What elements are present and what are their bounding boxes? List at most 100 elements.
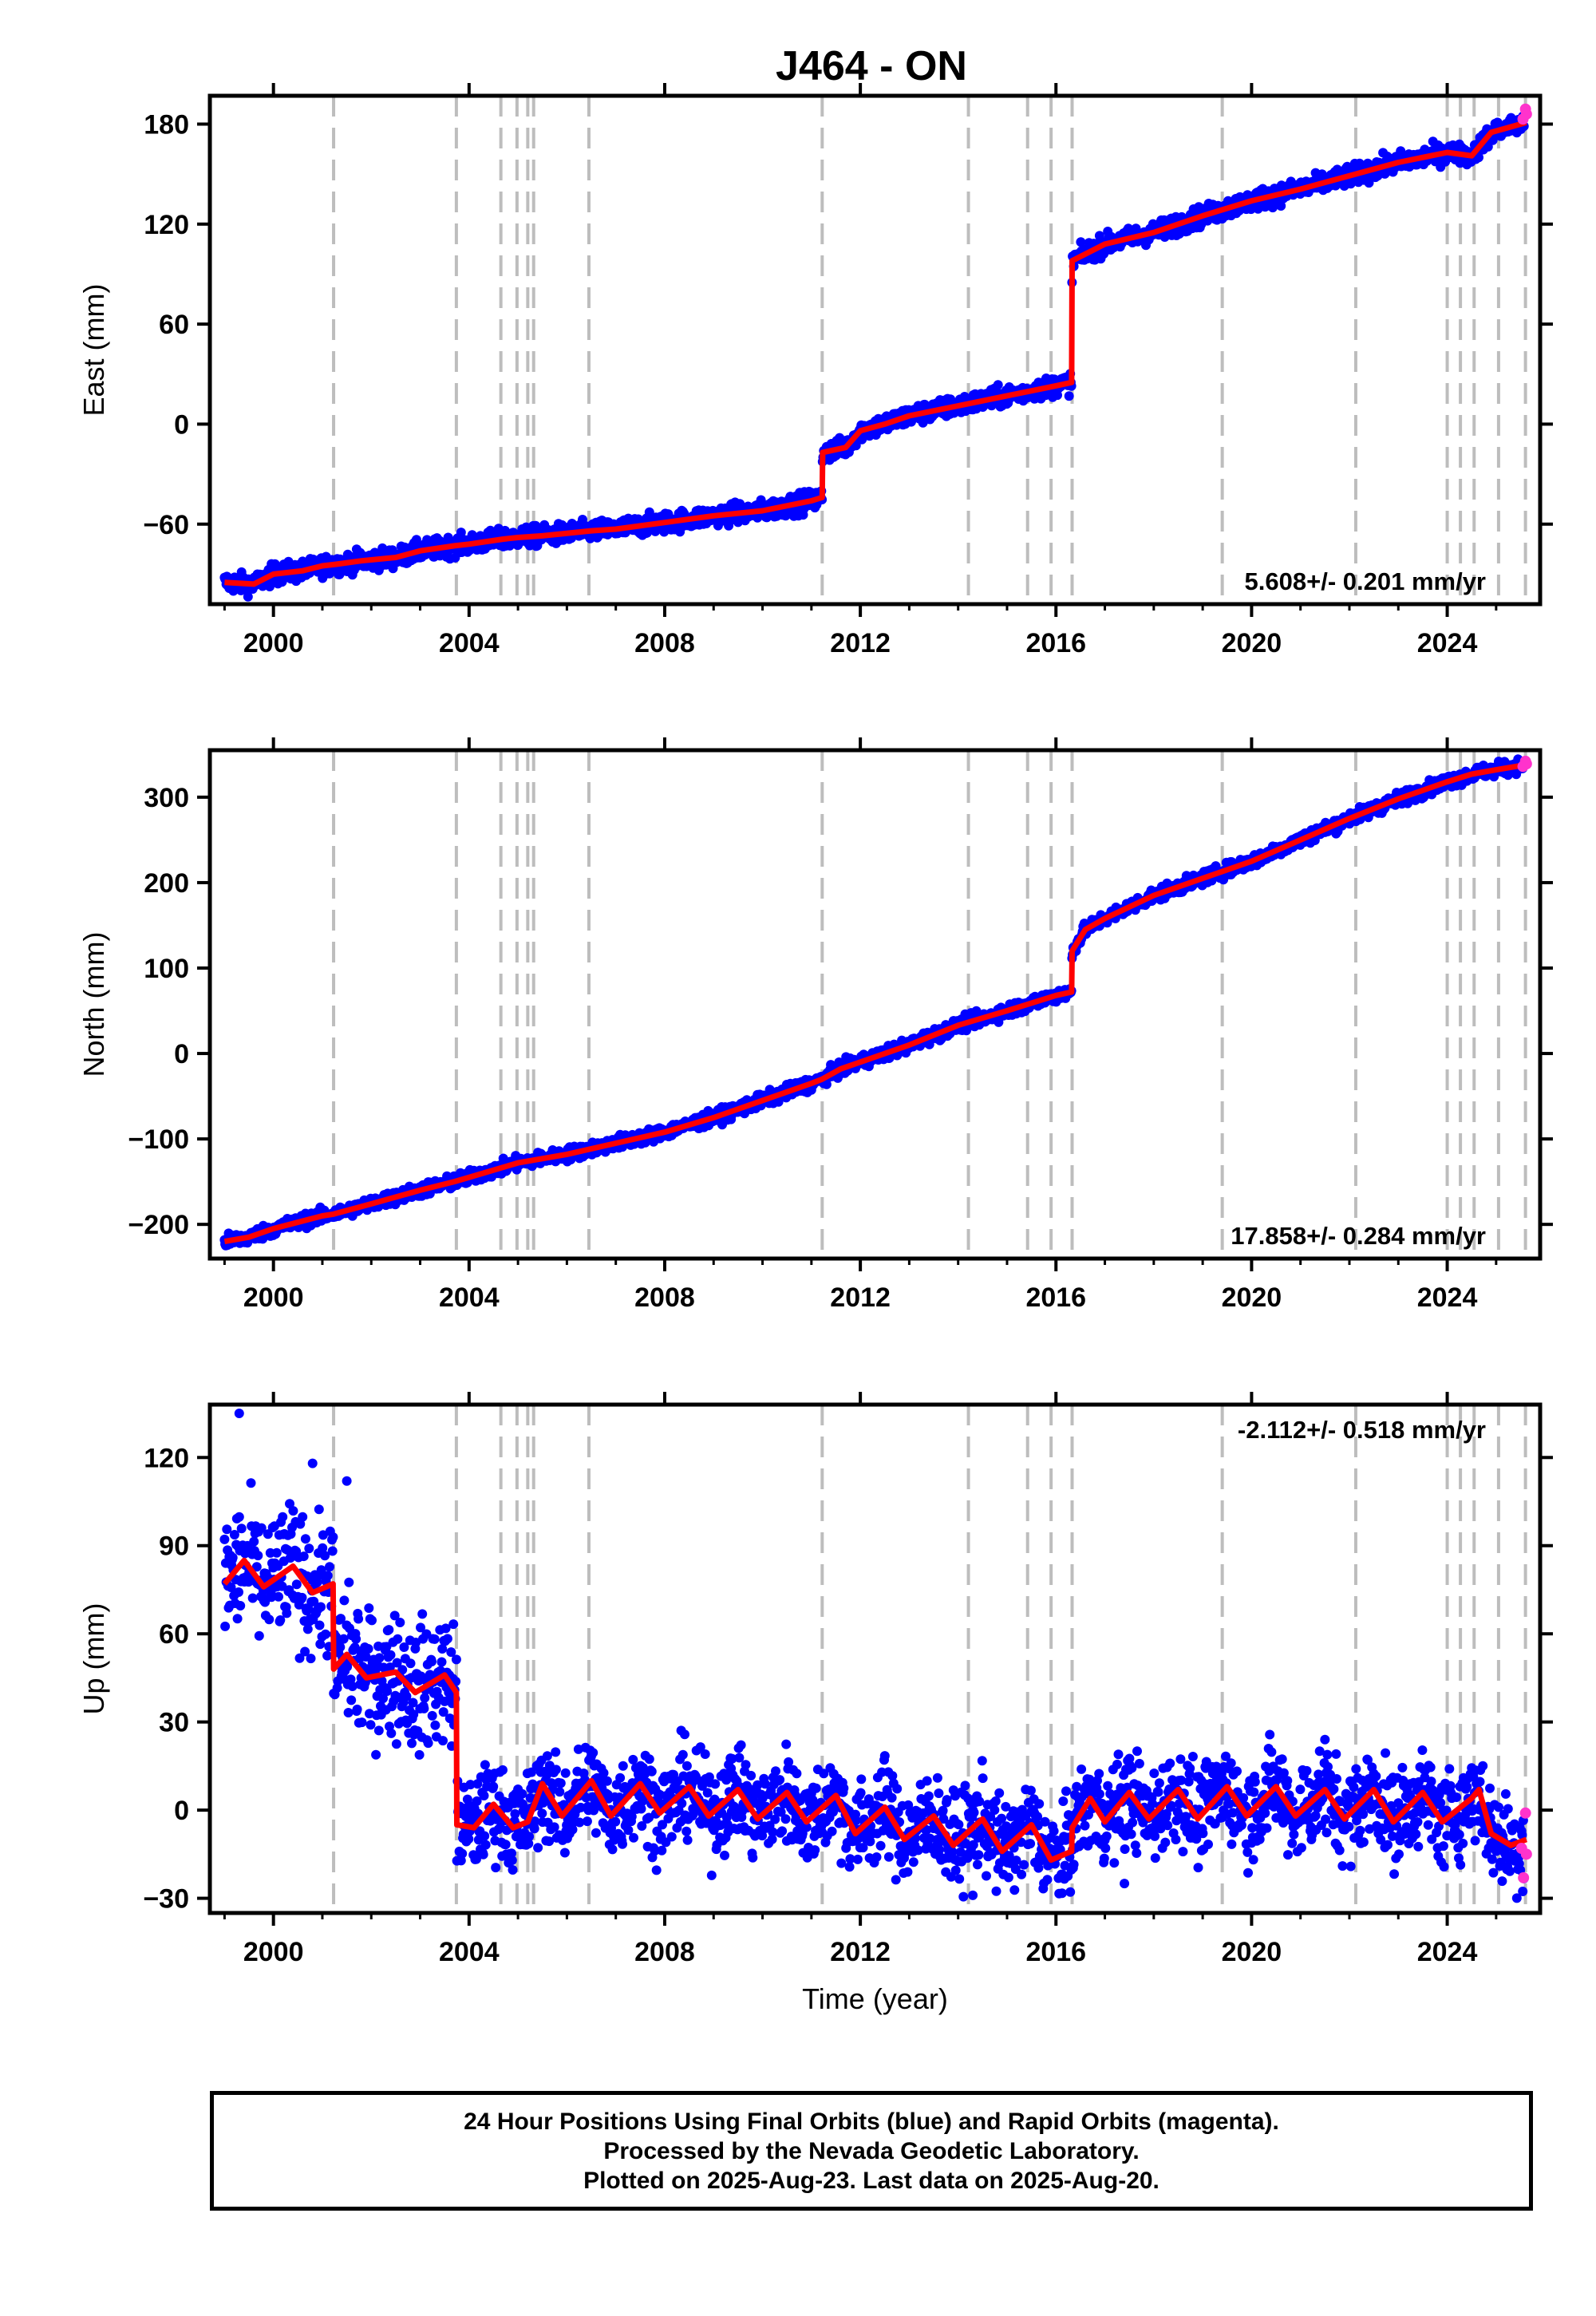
data-point: [443, 532, 453, 543]
y-tick-label: 180: [144, 110, 189, 140]
data-point: [384, 1625, 394, 1635]
data-point: [234, 1512, 244, 1522]
velocity-rate-label: 5.608+/- 0.201 mm/yr: [1245, 567, 1486, 595]
x-tick-label: 2020: [1222, 1282, 1282, 1313]
data-point: [282, 1608, 292, 1618]
data-point: [274, 1591, 283, 1602]
data-point: [405, 1658, 416, 1669]
velocity-rate-label: 17.858+/- 0.284 mm/yr: [1231, 1222, 1486, 1250]
data-point: [407, 1738, 417, 1749]
data-point: [219, 1534, 230, 1544]
data-point: [328, 1532, 338, 1542]
x-tick-label: 2024: [1417, 1282, 1478, 1313]
data-point: [343, 1708, 354, 1717]
data-point: [264, 1614, 275, 1625]
chart-title: J464 - ON: [776, 43, 967, 89]
data-point: [322, 1650, 333, 1661]
data-point: [243, 591, 253, 602]
data-point: [365, 1720, 376, 1730]
data-point: [288, 1506, 298, 1516]
y-tick-label: 100: [144, 954, 189, 984]
data-point: [427, 1657, 437, 1666]
data-point: [438, 1736, 448, 1746]
model-fit-line: [224, 120, 1527, 587]
data-point: [322, 1571, 333, 1581]
x-tick-label: 2000: [243, 628, 304, 658]
data-point: [302, 1624, 313, 1634]
data-point: [297, 1592, 307, 1603]
data-point: [1064, 391, 1074, 401]
data-point: [265, 582, 275, 591]
data-point: [364, 1603, 374, 1613]
y-axis-label: East (mm): [77, 284, 110, 417]
data-point: [393, 1634, 403, 1644]
data-point: [249, 1536, 259, 1547]
y-tick-label: 0: [174, 409, 189, 440]
x-tick-label: 2012: [830, 628, 891, 658]
data-point: [417, 1609, 428, 1619]
data-point: [414, 1749, 425, 1760]
data-point: [357, 1717, 367, 1728]
y-tick-label: 0: [174, 1039, 189, 1069]
data-point: [320, 1629, 330, 1639]
data-point: [371, 1749, 381, 1760]
data-point: [423, 1738, 433, 1749]
x-tick-label: 2004: [439, 628, 500, 658]
data-point: [335, 1642, 346, 1652]
data-point: [411, 535, 421, 545]
data-point: [430, 1720, 440, 1730]
data-point: [373, 1725, 384, 1736]
data-point: [344, 1577, 354, 1587]
data-point: [298, 1512, 308, 1522]
data-point: [254, 1630, 264, 1641]
data-point: [232, 1614, 243, 1624]
x-tick-label: 2000: [243, 1282, 304, 1313]
x-tick-label: 2004: [439, 1282, 500, 1313]
x-tick-label: 2016: [1025, 1282, 1086, 1313]
model-fit-line: [223, 761, 1527, 1245]
data-point: [419, 1703, 429, 1713]
rapid-orbit-point: [1520, 758, 1532, 770]
data-point: [300, 1534, 310, 1544]
x-tick-label: 2016: [1025, 628, 1086, 658]
data-point: [270, 559, 280, 569]
data-point: [236, 1524, 247, 1534]
data-point: [374, 1653, 385, 1663]
data-point: [367, 1615, 377, 1626]
data-point: [993, 380, 1003, 390]
data-point: [327, 1546, 338, 1556]
rapid-orbit-point: [1520, 108, 1532, 120]
data-point: [437, 1657, 447, 1667]
y-tick-label: 120: [144, 210, 189, 240]
data-point: [306, 1654, 316, 1664]
y-tick-label: −100: [128, 1124, 189, 1155]
data-point: [346, 1695, 357, 1705]
x-tick-label: 2020: [1222, 628, 1282, 658]
y-tick-label: −200: [128, 1210, 189, 1240]
data-point: [395, 1618, 405, 1627]
y-tick-label: 200: [144, 868, 189, 899]
data-point: [351, 1634, 361, 1644]
y-tick-label: 300: [144, 783, 189, 813]
data-point: [278, 1512, 288, 1522]
data-point: [386, 1728, 397, 1738]
data-point: [427, 1710, 437, 1721]
data-point: [304, 1543, 314, 1554]
y-tick-label: −60: [143, 510, 189, 540]
x-tick-label: 2024: [1417, 628, 1478, 658]
data-point: [316, 1602, 326, 1612]
data-point: [352, 1704, 362, 1714]
data-point: [385, 1650, 396, 1660]
data-point: [314, 1504, 324, 1515]
final-orbit-points: [219, 1409, 1529, 1903]
data-point: [339, 1595, 350, 1606]
data-point: [246, 1478, 256, 1488]
data-point: [298, 1551, 309, 1562]
data-point: [314, 1620, 325, 1630]
data-point: [291, 1579, 302, 1590]
data-point: [429, 1634, 440, 1644]
